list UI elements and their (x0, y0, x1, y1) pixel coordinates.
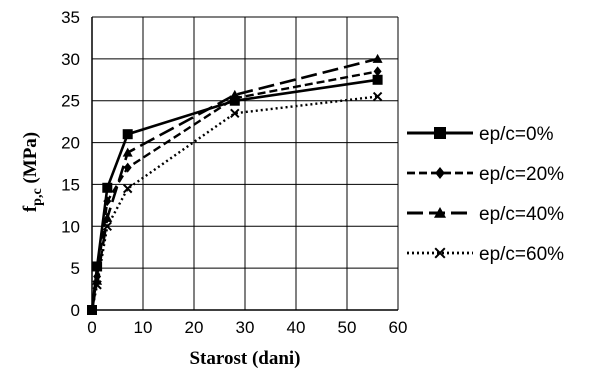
x-tick-label: 40 (287, 318, 306, 337)
series-3 (87, 91, 383, 315)
x-tick-label: 30 (236, 318, 255, 337)
marker-x-stroke (372, 91, 383, 102)
marker-x-stroke (102, 221, 113, 231)
marker-square (372, 74, 383, 85)
marker-triangle (229, 89, 240, 99)
marker-x (434, 247, 446, 259)
marker-triangle (372, 53, 383, 63)
marker-x (92, 280, 102, 290)
legend: ep/c=0% ep/c=20% ep/c=40% ep/c=60% (407, 124, 564, 265)
y-tick-label: 0 (71, 301, 80, 320)
x-tick-label: 0 (87, 318, 96, 337)
axes (91, 17, 398, 311)
y-tick-labels: 0 5 10 15 20 25 30 35 (61, 8, 80, 320)
marker-x (87, 305, 97, 315)
marker-diamond (103, 196, 112, 207)
legend-entry: ep/c=20% (407, 164, 564, 185)
marker-square (122, 129, 133, 140)
x-axis-title: Starost (dani) (189, 348, 300, 369)
marker-x (230, 108, 240, 118)
marker-triangle (434, 207, 446, 218)
x-tick-label: 60 (389, 318, 408, 337)
x-tick-label: 10 (134, 318, 153, 337)
series-line (90, 95, 378, 311)
marker-x-stroke (434, 247, 446, 259)
legend-label: ep/c=20% (479, 164, 564, 185)
marker-square (102, 182, 113, 193)
legend-entry: ep/c=40% (407, 204, 564, 225)
y-tick-label: 5 (71, 259, 80, 278)
legend-entry: ep/c=0% (407, 124, 554, 145)
marker-diamond (123, 162, 132, 173)
x-tick-labels: 0 10 20 30 40 50 60 (87, 318, 407, 337)
marker-triangle (102, 212, 113, 222)
marker-x (102, 221, 113, 231)
y-tick-label: 25 (61, 92, 80, 111)
series-group (87, 53, 383, 315)
y-tick-label: 15 (61, 175, 80, 194)
marker-triangle (122, 147, 133, 157)
series-line (90, 70, 378, 311)
legend-label: ep/c=0% (479, 124, 554, 145)
marker-square (92, 261, 103, 272)
marker-x (372, 91, 383, 102)
y-axis-title-sub: p,c (30, 188, 45, 206)
y-tick-label: 10 (61, 217, 80, 236)
grid (91, 16, 399, 311)
legend-entry: ep/c=60% (407, 244, 564, 265)
marker-x-stroke (122, 183, 133, 194)
legend-label: ep/c=40% (479, 204, 564, 225)
marker-x-stroke (92, 280, 102, 290)
y-tick-label: 20 (61, 134, 80, 153)
x-tick-label: 20 (185, 318, 204, 337)
marker-x-stroke (87, 305, 97, 315)
x-tick-label: 50 (338, 318, 357, 337)
series-0 (87, 74, 383, 315)
marker-x (122, 183, 133, 194)
y-tick-label: 35 (61, 8, 80, 27)
y-axis-title-unit: (MPa) (20, 132, 41, 188)
y-tick-label: 30 (61, 50, 80, 69)
legend-label: ep/c=60% (479, 244, 564, 265)
y-axis-title: fp,c (MPa) (20, 132, 45, 212)
marker-diamond (373, 66, 382, 77)
y-axis-title-main: f (20, 205, 41, 212)
marker-x-stroke (230, 108, 240, 118)
marker-square (434, 127, 446, 139)
marker-diamond (435, 167, 445, 179)
